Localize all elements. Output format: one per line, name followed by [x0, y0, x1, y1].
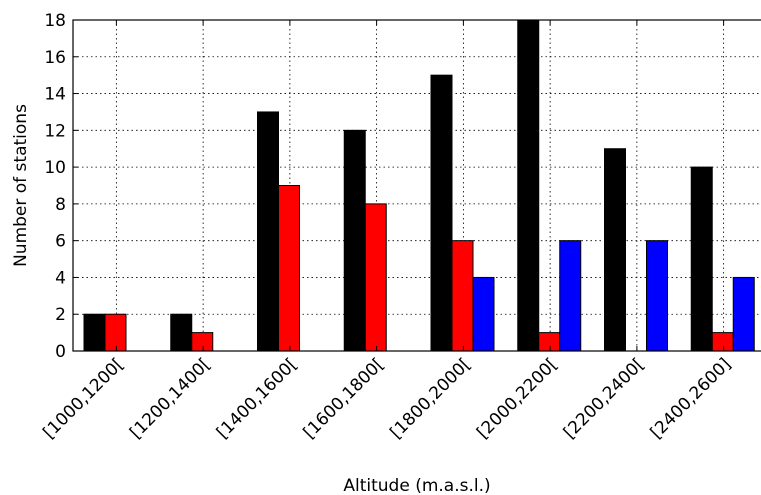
bar — [364, 203, 387, 352]
bar — [517, 19, 540, 352]
y-axis-title: Number of stations — [11, 104, 31, 267]
y-tick-label: 2 — [55, 305, 66, 325]
bar — [732, 276, 755, 352]
x-category-label: [2200,2400[ — [560, 354, 649, 443]
x-category-label: [2000,2200[ — [473, 354, 562, 443]
y-tick-label: 8 — [55, 195, 66, 215]
x-category-label: [1600,1800[ — [300, 354, 389, 443]
bar — [646, 240, 668, 352]
y-tick-label: 10 — [44, 158, 66, 178]
bar — [604, 148, 626, 352]
bar — [343, 129, 366, 352]
y-axis-ticks: 0 2 4 6 8 10 12 14 16 18 — [44, 11, 78, 362]
x-category-label: [1800,2000[ — [386, 354, 475, 443]
x-category-label: [1400,1600[ — [213, 354, 302, 443]
bar — [83, 313, 106, 352]
bar — [711, 332, 734, 352]
bar — [559, 240, 582, 352]
x-axis-categories: [1000,1200[[1200,1400[[1400,1600[[1600,1… — [39, 20, 735, 443]
bar — [451, 240, 474, 352]
bar — [472, 276, 495, 352]
y-tick-label: 0 — [55, 342, 66, 362]
y-tick-label: 14 — [44, 85, 66, 105]
bar — [430, 74, 453, 352]
y-tick-label: 18 — [44, 11, 66, 31]
bar — [104, 313, 127, 352]
bar — [538, 332, 561, 352]
bar — [278, 185, 300, 352]
x-axis-title: Altitude (m.a.s.l.) — [343, 476, 490, 495]
y-tick-label: 6 — [55, 232, 66, 252]
bar — [257, 111, 279, 352]
bars — [83, 19, 755, 352]
plot-frame — [72, 19, 761, 352]
bar — [170, 313, 193, 352]
x-category-label: [2400,2600] — [647, 354, 736, 443]
x-category-label: [1200,1400[ — [126, 354, 215, 443]
bar — [690, 166, 713, 352]
y-tick-label: 12 — [44, 121, 66, 141]
bar — [191, 332, 214, 352]
y-tick-label: 16 — [44, 48, 66, 68]
y-tick-label: 4 — [55, 268, 66, 288]
x-category-label: [1000,1200[ — [39, 354, 128, 443]
